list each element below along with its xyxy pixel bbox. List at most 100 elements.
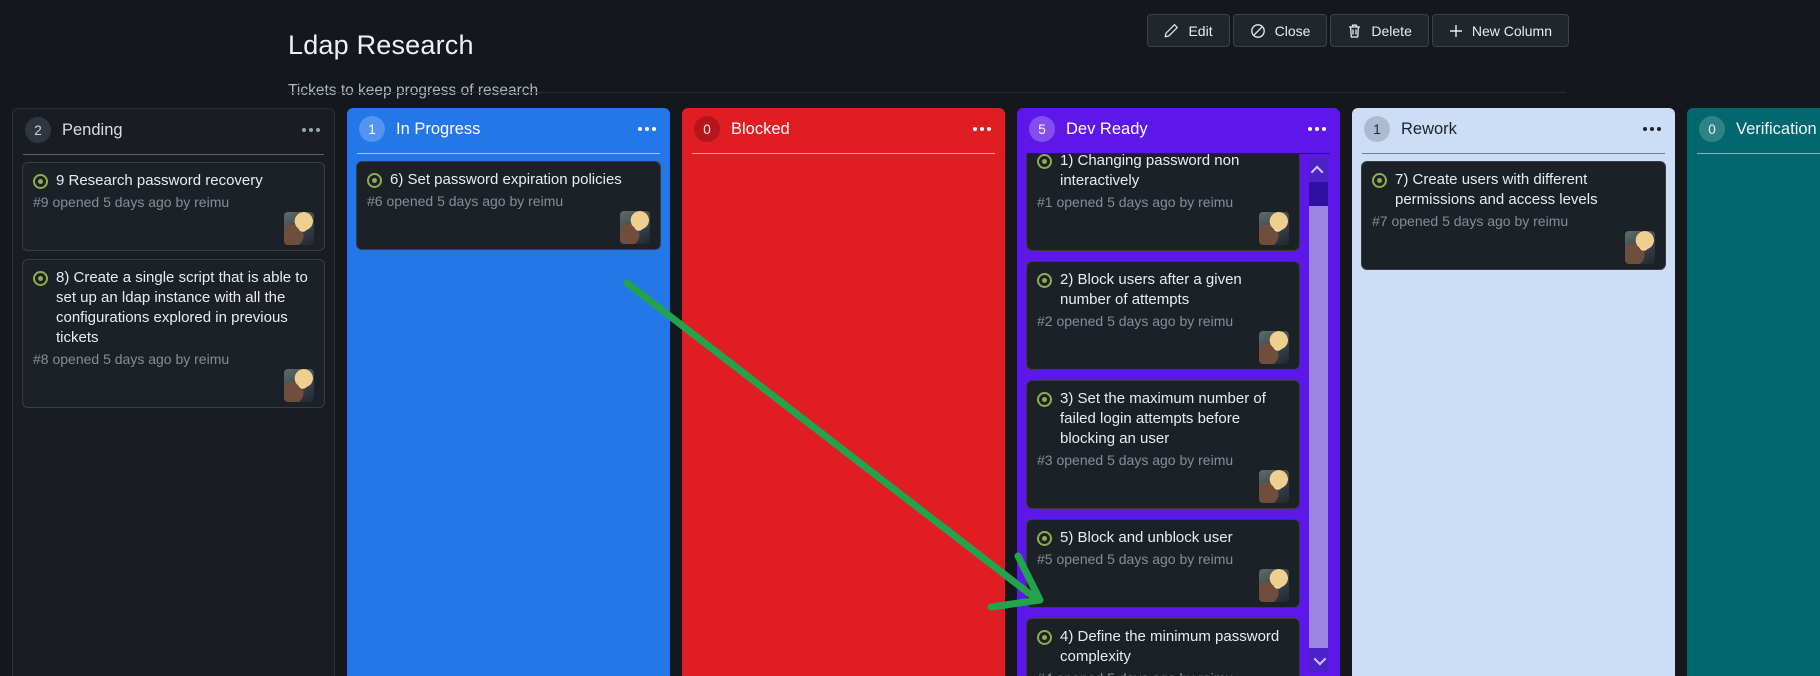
column-title: In Progress — [396, 119, 481, 138]
chevron-up-icon — [1310, 165, 1324, 178]
close-button[interactable]: Close — [1232, 14, 1328, 47]
column-title: Verification — [1736, 119, 1817, 138]
delete-button-label: Delete — [1371, 22, 1412, 39]
avatar[interactable] — [1259, 569, 1289, 602]
column-blocked: 0 Blocked — [682, 108, 1005, 676]
issue-open-icon — [1037, 630, 1052, 645]
card-meta: #7 opened 5 days ago by reimu — [1372, 213, 1569, 229]
chevron-down-icon — [1313, 652, 1327, 665]
column-header-divider — [23, 154, 324, 155]
scrollbar-track[interactable] — [1309, 182, 1328, 206]
column-body: 1) Changing password non interactively #… — [1017, 154, 1340, 676]
header-divider — [288, 92, 1566, 93]
issue-card[interactable]: 6) Set password expiration policies #6 o… — [356, 161, 661, 250]
card-meta: #8 opened 5 days ago by reimu — [33, 351, 230, 367]
card-title: 4) Define the minimum password complexit… — [1060, 628, 1280, 665]
issue-card[interactable]: 2) Block users after a given number of a… — [1026, 261, 1300, 370]
close-button-label: Close — [1274, 22, 1311, 39]
issue-card[interactable]: 1) Changing password non interactively #… — [1026, 154, 1300, 251]
column-body: 6) Set password expiration policies #6 o… — [347, 154, 670, 676]
scroll-up-button[interactable] — [1309, 158, 1328, 182]
column-count-badge: 1 — [359, 116, 385, 142]
delete-button[interactable]: Delete — [1330, 14, 1429, 47]
issue-card[interactable]: 3) Set the maximum number of failed logi… — [1026, 380, 1300, 509]
kanban-board: 2 Pending 9 Research password recovery #… — [12, 108, 1820, 676]
avatar[interactable] — [620, 211, 650, 244]
issue-card[interactable]: 4) Define the minimum password complexit… — [1026, 618, 1300, 676]
column-body: 7) Create users with different permissio… — [1352, 154, 1675, 676]
plus-icon — [1449, 24, 1462, 37]
issue-open-icon — [1037, 392, 1052, 407]
card-meta: #6 opened 5 days ago by reimu — [367, 193, 564, 209]
column-count-badge: 5 — [1029, 116, 1055, 142]
close-icon — [1250, 23, 1265, 38]
column-header-divider — [1697, 153, 1820, 154]
card-meta: #3 opened 5 days ago by reimu — [1037, 452, 1234, 468]
issue-open-icon — [1037, 273, 1052, 288]
avatar[interactable] — [1259, 212, 1289, 245]
column-menu-button[interactable] — [300, 124, 322, 136]
column-verification: 0 Verification — [1687, 108, 1820, 676]
avatar[interactable] — [1259, 470, 1289, 503]
new-column-button-label: New Column — [1471, 22, 1552, 39]
delete-icon — [1349, 24, 1361, 38]
avatar[interactable] — [284, 212, 314, 245]
column-header: 0 Blocked — [682, 108, 1005, 150]
issue-card[interactable]: 7) Create users with different permissio… — [1361, 161, 1666, 270]
column-header-divider — [1362, 153, 1665, 154]
avatar[interactable] — [1259, 331, 1289, 364]
column-title: Dev Ready — [1066, 119, 1148, 138]
column-menu-button[interactable] — [636, 123, 658, 135]
column-menu-button[interactable] — [971, 123, 993, 135]
board-toolbar: Edit Close Delete New Column — [1147, 14, 1569, 47]
avatar[interactable] — [284, 369, 314, 402]
issue-open-icon — [33, 174, 48, 189]
issue-open-icon — [1037, 154, 1052, 169]
card-meta: #9 opened 5 days ago by reimu — [33, 194, 230, 210]
column-title: Rework — [1401, 119, 1457, 138]
column-title: Blocked — [731, 119, 790, 138]
column-menu-button[interactable] — [1641, 123, 1663, 135]
column-rework: 1 Rework 7) Create users with different … — [1352, 108, 1675, 676]
card-meta: #1 opened 5 days ago by reimu — [1037, 194, 1234, 210]
column-header: 5 Dev Ready — [1017, 108, 1340, 150]
card-title: 1) Changing password non interactively — [1060, 154, 1240, 189]
column-scrollbar[interactable] — [1309, 158, 1328, 672]
issue-card[interactable]: 5) Block and unblock user #5 opened 5 da… — [1026, 519, 1300, 608]
column-body: 9 Research password recovery #9 opened 5… — [13, 155, 334, 676]
avatar[interactable] — [1625, 231, 1655, 264]
card-title: 6) Set password expiration policies — [390, 171, 622, 188]
scrollbar-thumb[interactable] — [1309, 206, 1328, 648]
edit-button[interactable]: Edit — [1147, 14, 1230, 47]
column-header: 1 In Progress — [347, 108, 670, 150]
column-header: 0 Verification — [1687, 108, 1820, 150]
column-body — [1687, 154, 1820, 676]
column-count-badge: 0 — [694, 116, 720, 142]
card-title: 2) Block users after a given number of a… — [1060, 271, 1242, 308]
column-header-divider — [357, 153, 660, 154]
column-header-divider — [1027, 153, 1330, 154]
column-count-badge: 1 — [1364, 116, 1390, 142]
card-meta: #5 opened 5 days ago by reimu — [1037, 551, 1234, 567]
column-in-progress: 1 In Progress 6) Set password expiration… — [347, 108, 670, 676]
issue-card[interactable]: 8) Create a single script that is able t… — [22, 259, 325, 408]
scroll-down-button[interactable] — [1309, 648, 1328, 672]
column-title: Pending — [62, 120, 123, 139]
card-meta: #2 opened 5 days ago by reimu — [1037, 313, 1234, 329]
column-dev-ready: 5 Dev Ready 1) Changing password non int… — [1017, 108, 1340, 676]
column-count-badge: 0 — [1699, 116, 1725, 142]
issue-card[interactable]: 9 Research password recovery #9 opened 5… — [22, 162, 325, 251]
issue-open-icon — [1037, 531, 1052, 546]
card-title: 3) Set the maximum number of failed logi… — [1060, 390, 1266, 447]
column-header-divider — [692, 153, 995, 154]
card-title: 9 Research password recovery — [56, 172, 263, 189]
column-count-badge: 2 — [25, 117, 51, 143]
card-title: 5) Block and unblock user — [1060, 529, 1233, 546]
column-menu-button[interactable] — [1306, 123, 1328, 135]
edit-icon — [1165, 24, 1179, 38]
column-header: 2 Pending — [13, 109, 334, 151]
page-title: Ldap Research — [288, 30, 474, 61]
new-column-button[interactable]: New Column — [1431, 14, 1569, 47]
column-body — [682, 154, 1005, 676]
